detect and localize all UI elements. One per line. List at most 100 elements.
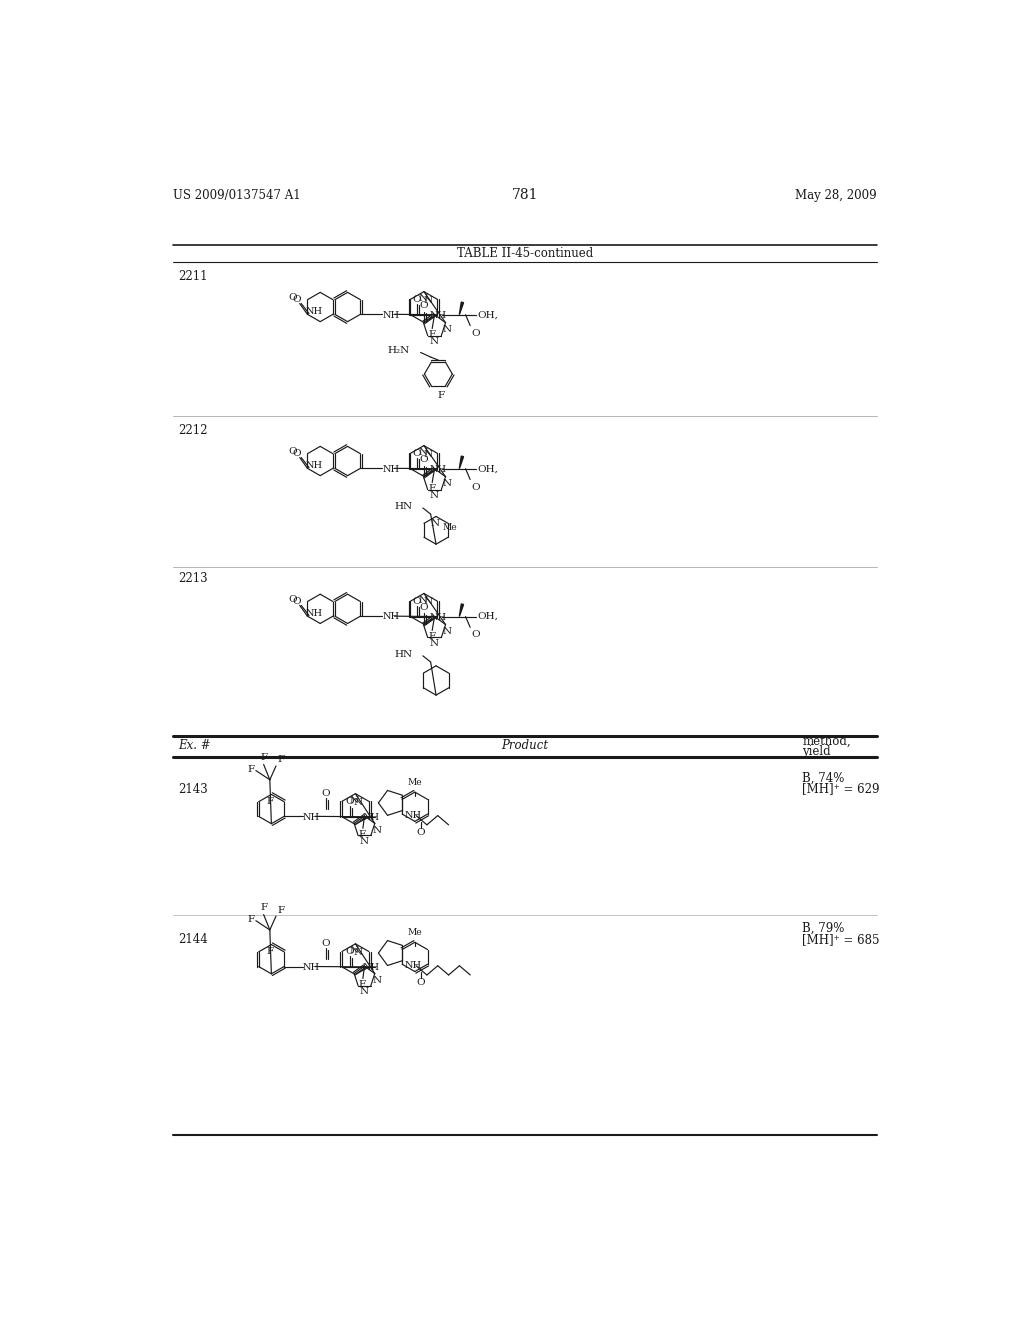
Text: N: N [443,325,452,334]
Text: N: N [359,987,369,997]
Text: N: N [424,296,433,305]
Text: OH,: OH, [477,612,498,620]
Text: N: N [443,479,452,488]
Polygon shape [460,457,464,469]
Text: NH: NH [404,810,422,820]
Text: 2213: 2213 [178,572,208,585]
Text: F: F [437,391,444,400]
Text: F: F [260,903,267,912]
Text: NH: NH [383,465,400,474]
Text: F: F [278,755,285,764]
Text: O: O [413,597,421,606]
Text: 2143: 2143 [178,783,208,796]
Text: HN: HN [394,502,413,511]
Text: NH: NH [404,961,422,970]
Text: 781: 781 [512,189,538,202]
Text: O: O [472,483,480,491]
Text: N: N [443,627,452,636]
Text: N: N [424,598,433,606]
Text: NH: NH [305,609,323,618]
Text: F: F [429,484,436,494]
Text: F: F [429,330,436,339]
Text: N: N [349,946,358,956]
Text: O: O [472,631,480,639]
Text: OH,: OH, [477,310,498,319]
Text: O: O [293,449,301,458]
Text: N: N [373,975,382,985]
Text: NH: NH [362,813,379,822]
Polygon shape [460,302,464,314]
Text: [MH]⁺ = 629: [MH]⁺ = 629 [802,783,880,796]
Text: NH: NH [383,612,400,622]
Text: Product: Product [501,739,549,752]
Text: [MH]⁺ = 685: [MH]⁺ = 685 [802,933,880,945]
Text: NH: NH [362,964,379,972]
Text: N: N [353,797,362,807]
Text: F: F [247,766,254,775]
Text: O: O [289,595,297,603]
Text: O: O [322,789,331,799]
Text: O: O [293,597,301,606]
Text: May 28, 2009: May 28, 2009 [795,189,877,202]
Text: OH,: OH, [477,465,498,473]
Text: O: O [472,329,480,338]
Text: F: F [278,906,285,915]
Text: NH: NH [430,612,447,622]
Text: O: O [289,293,297,302]
Text: O: O [322,940,331,948]
Text: F: F [358,979,366,989]
Text: NH: NH [305,461,323,470]
Text: HN: HN [394,649,413,659]
Polygon shape [460,605,464,616]
Text: O: O [289,447,297,455]
Text: H₂N: H₂N [387,346,410,355]
Text: N: N [424,450,433,458]
Text: F: F [266,797,273,805]
Text: Me: Me [408,928,422,937]
Text: TABLE II-45-continued: TABLE II-45-continued [457,247,593,260]
Text: B, 79%: B, 79% [802,921,845,935]
Text: 2212: 2212 [178,424,208,437]
Text: N: N [431,519,440,528]
Text: 2211: 2211 [178,269,208,282]
Text: F: F [247,916,254,924]
Text: N: N [359,837,369,846]
Text: method,: method, [802,735,851,748]
Text: Me: Me [442,523,457,532]
Text: O: O [417,829,425,837]
Text: O: O [413,449,421,458]
Text: US 2009/0137547 A1: US 2009/0137547 A1 [173,189,301,202]
Text: O: O [413,294,421,304]
Text: Ex. #: Ex. # [178,739,211,752]
Text: O: O [345,797,354,807]
Text: F: F [358,830,366,838]
Text: F: F [429,632,436,642]
Text: O: O [420,301,428,310]
Text: N: N [419,595,428,605]
Text: NH: NH [383,310,400,319]
Text: F: F [266,946,273,956]
Text: N: N [429,491,438,500]
Text: yield: yield [802,744,830,758]
Text: O: O [420,603,428,612]
Text: NH: NH [303,813,319,821]
Text: F: F [260,754,267,762]
Text: Me: Me [408,777,422,787]
Text: N: N [349,796,358,805]
Text: N: N [429,639,438,648]
Text: B, 74%: B, 74% [802,772,845,785]
Text: N: N [373,826,382,834]
Text: O: O [420,455,428,465]
Text: N: N [419,294,428,302]
Text: NH: NH [430,465,447,474]
Text: NH: NH [303,962,319,972]
Text: N: N [419,447,428,457]
Text: N: N [429,337,438,346]
Text: N: N [353,948,362,957]
Text: O: O [345,948,354,956]
Text: NH: NH [305,306,323,315]
Text: O: O [293,296,301,304]
Text: NH: NH [430,312,447,319]
Text: O: O [417,978,425,987]
Text: 2144: 2144 [178,933,208,946]
